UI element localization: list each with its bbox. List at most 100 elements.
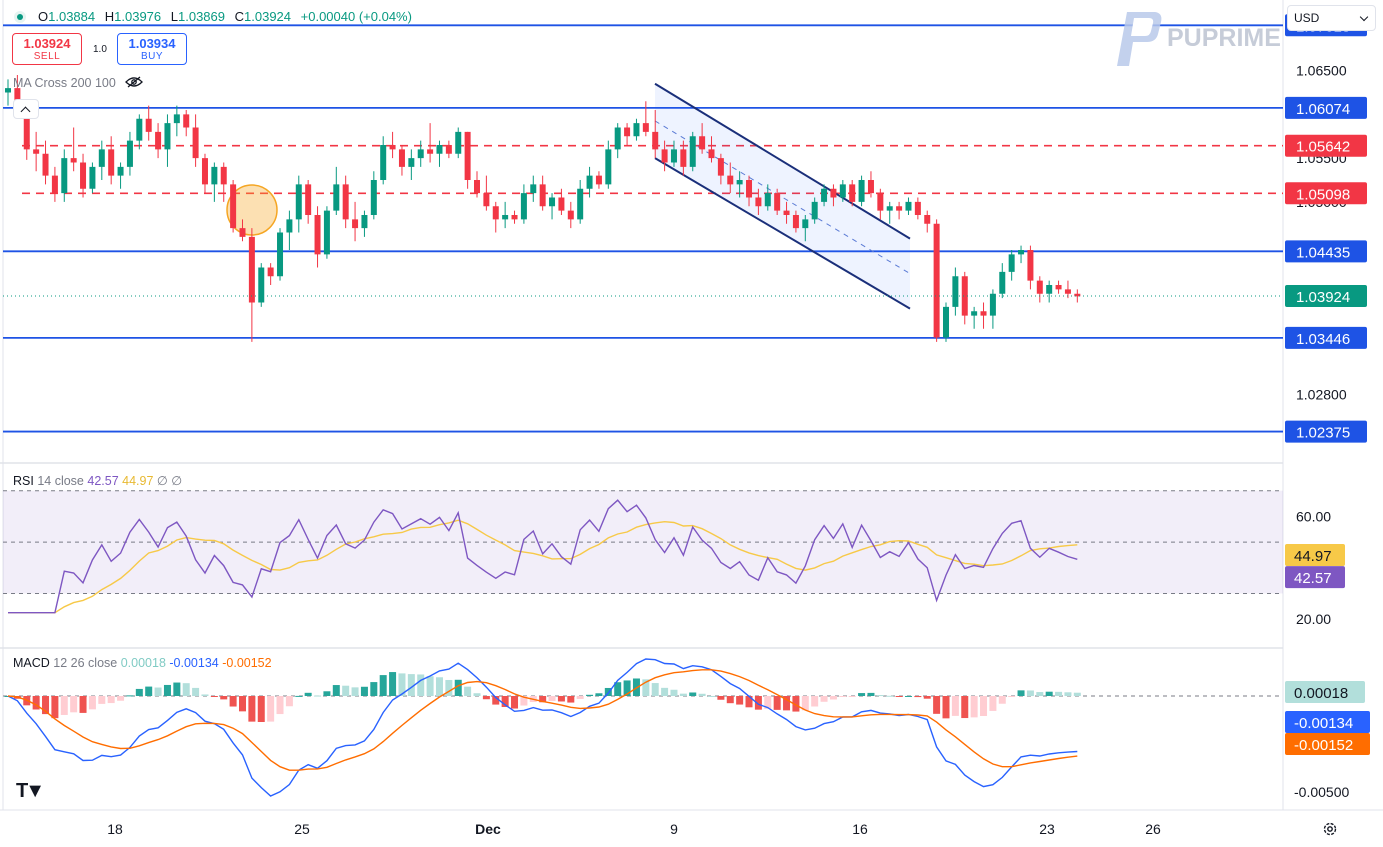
candle-body-107 [1008,254,1015,272]
time-tick-6: 26 [1145,821,1161,837]
candle-body-39 [370,180,377,215]
candle-body-48 [455,131,462,154]
time-tick-4: 16 [852,821,868,837]
macd-hist-bar-75 [708,695,715,697]
macd-hist-bar-19 [182,683,190,696]
macd-hist-bar-78 [736,696,744,705]
candle-body-57 [539,184,546,207]
sell-button[interactable]: 1.03924 SELL [12,33,82,65]
candle-body-54 [511,215,518,220]
macd-hist-bar-27 [257,696,265,722]
ohlc-o-label: O [38,9,49,24]
ma-cross-indicator-label[interactable]: MA Cross 200 100 [13,76,144,90]
macd-hist-bar-71 [670,689,678,696]
candle-body-40 [380,145,387,180]
candle-body-45 [427,149,434,154]
collapse-legend-button[interactable] [13,99,39,119]
candle-body-71 [670,149,677,163]
gear-icon[interactable] [1322,821,1338,837]
macd-hist-bar-24 [229,696,237,707]
macd-name: MACD [13,656,50,670]
candle-body-0 [5,88,11,93]
rsi-line [8,499,1078,614]
macd-hist-bar-93 [876,695,884,697]
candle-body-17 [164,123,171,150]
candle-body-33 [314,215,321,255]
candle-body-91 [858,180,865,202]
candle-body-35 [333,184,340,211]
macd-hist-bar-72 [679,693,687,696]
candle-body-37 [352,219,359,229]
macd-hist-bar-23 [220,696,228,700]
macd-hist-bar-33 [314,695,322,697]
candle-body-42 [398,149,405,167]
candle-body-18 [173,114,180,124]
macd-hist-bar-96 [904,695,912,697]
time-tick-3: 9 [670,821,678,837]
rsi-tick-0: 60.00 [1296,508,1331,524]
eye-hidden-icon[interactable] [125,76,144,88]
candle-body-80 [755,197,762,207]
candle-body-77 [727,175,734,185]
macd-hist-bar-107 [1008,696,1016,697]
rsi-value: 42.57 [87,474,119,488]
macd-hist-bar-111 [1045,691,1053,696]
rsi-ma-tag-text: 44.97 [1294,548,1332,565]
rsi-legend[interactable]: RSI 14 close 42.57 44.97 ∅ ∅ [13,473,182,488]
macd-legend[interactable]: MACD 12 26 close 0.00018 -0.00134 -0.001… [13,656,272,670]
macd-hist-bar-39 [370,682,378,696]
macd-hist-bar-21 [201,694,209,696]
macd-signal-tag [1285,733,1370,755]
rsi-tag-text: 42.57 [1294,570,1332,587]
candle-body-70 [661,149,668,163]
candle-body-103 [971,311,978,316]
candle-body-65 [614,127,621,150]
sell-label: SELL [33,51,61,62]
macd-hist-bar-61 [576,696,584,699]
buy-button[interactable]: 1.03934 BUY [117,33,187,65]
candle-body-2 [23,110,30,150]
candle-body-64 [605,149,612,185]
level-tag-text-3: 1.05098 [1296,186,1350,203]
macd-hist-bar-85 [801,696,809,711]
candle-body-106 [999,271,1006,294]
currency-select[interactable]: USD [1287,5,1376,31]
macd-hist-bar-37 [351,687,359,696]
candle-body-53 [502,215,509,220]
macd-hist-bar-94 [886,695,894,697]
macd-hist-bar-103 [970,696,978,718]
macd-hist-bar-108 [1017,690,1025,696]
macd-hist-bar-42 [398,673,406,696]
macd-hist-bar-82 [773,696,781,710]
macd-hist-bar-80 [754,696,762,710]
macd-hist-bar-69 [651,683,659,696]
candle-body-87 [821,188,828,202]
puprime-logo: PUPRIME [1117,12,1281,66]
candle-body-15 [145,118,152,132]
level-tag-4 [1285,240,1367,263]
candle-body-44 [417,149,424,159]
candle-body-55 [520,193,527,220]
last-price-tag [1285,285,1367,308]
macd-hist-bar-63 [595,693,603,696]
candle-body-58 [549,197,556,207]
macd-hist-bar-31 [295,695,303,697]
macd-hist-bar-3 [32,696,40,710]
candle-body-36 [342,184,349,220]
rsi-tick-1: 20.00 [1296,611,1331,627]
macd-hist-bar-52 [492,696,500,705]
tradingview-logo-icon: T▼ [16,780,45,802]
price-tick-label-5: 1.02800 [1296,386,1347,402]
channel-lower-line [654,157,911,310]
candle-body-11 [108,149,115,176]
macd-line-tag [1285,711,1370,733]
ohlc-open: 1.03884 [48,9,96,24]
time-tick-2: Dec [475,821,501,837]
macd-hist-bar-30 [285,696,293,707]
candle-body-79 [746,180,753,198]
macd-hist-bar-97 [914,696,922,698]
candle-body-82 [774,193,781,211]
puprime-logo-text: PUPRIME [1167,24,1281,52]
macd-hist-bar-98 [923,696,931,699]
